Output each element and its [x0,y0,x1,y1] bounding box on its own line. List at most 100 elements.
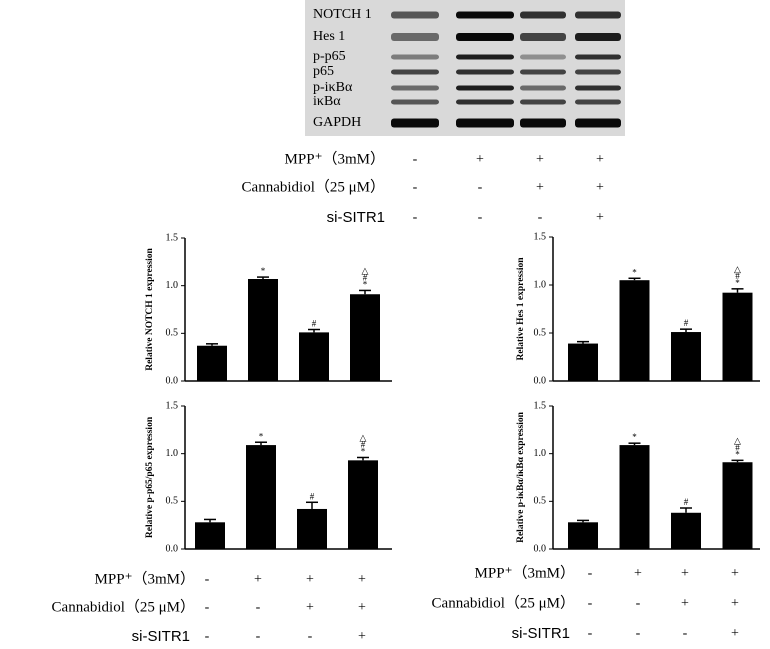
y-tick-label: 0.5 [534,327,547,338]
significance-marker: * [259,431,264,441]
y-tick-label: 0.5 [166,496,179,507]
bar [350,294,380,381]
treatment-label: si-SITR1 [327,209,385,226]
y-tick-label: 1.5 [534,400,547,411]
significance-marker: # [684,497,689,507]
y-axis-label: Relative Hes 1 expression [516,257,526,361]
treatment-sign: + [731,596,739,611]
treatment-sign: + [731,626,739,641]
treatment-sign: - [413,152,418,167]
blot-band [456,54,514,60]
y-axis-label: Relative p-p65/p65 expression [145,416,155,538]
treatment-label: si-SITR1 [132,628,190,645]
y-tick-label: 1.0 [166,448,179,459]
significance-marker: # [361,440,366,450]
bar [722,462,753,549]
blot-band [391,99,439,105]
bar [246,445,276,549]
significance-marker: # [363,272,368,282]
bar [195,522,225,549]
significance-marker: △ [360,433,367,443]
treatment-sign: - [256,600,261,615]
blot-band [520,11,566,19]
treatment-sign: + [254,572,262,587]
treatment-sign: + [731,566,739,581]
treatment-sign: + [634,566,642,581]
y-tick-label: 0.5 [166,328,179,339]
blot-band [520,69,566,75]
treatment-label: MPP⁺（3mM） [475,564,575,581]
treatment-label: Cannabidiol（25 μM） [52,598,195,615]
y-tick-label: 0.0 [534,375,547,386]
blot-label: Hes 1 [313,29,345,44]
significance-marker: * [632,267,637,277]
treatment-sign: - [683,626,688,641]
blot-band [391,118,439,128]
significance-marker: * [735,449,740,459]
significance-marker: # [735,442,740,452]
treatment-sign: - [538,210,543,225]
treatment-sign: - [588,596,593,611]
significance-marker: △ [734,435,741,445]
bar [619,280,650,381]
bar [568,343,598,381]
bar [619,445,650,549]
significance-marker: * [361,447,366,457]
blot-band [391,69,439,75]
blot-band [520,54,566,60]
blot-band [575,11,621,19]
treatment-sign: - [636,626,641,641]
y-tick-label: 1.5 [534,231,547,242]
significance-marker: # [684,318,689,328]
y-axis-label: Relative p-iκBα/iκBα expression [516,411,526,542]
treatment-label: MPP⁺（3mM） [95,570,195,587]
treatment-sign: + [681,596,689,611]
significance-marker: # [312,319,317,329]
blot-band [456,33,514,41]
bar [568,522,598,549]
blot-band [456,85,514,91]
blot-band [575,54,621,60]
treatment-sign: - [478,210,483,225]
blot-band [456,99,514,105]
treatment-sign: - [205,600,210,615]
treatment-sign: - [205,629,210,644]
treatment-sign: - [256,629,261,644]
blot-band [456,118,514,128]
blot-band [520,118,566,128]
treatment-sign: - [588,566,593,581]
blot-band [520,33,566,41]
blot-band [391,11,439,19]
blot-band [391,85,439,91]
bar [722,292,753,381]
significance-marker: # [310,491,315,501]
significance-marker: * [735,278,740,288]
bar [248,278,278,381]
blot-band [456,11,514,19]
blot-band [391,33,439,41]
y-tick-label: 0.0 [534,543,547,554]
treatment-sign: + [681,566,689,581]
blot-band [520,85,566,91]
treatment-sign: + [306,600,314,615]
significance-marker: △ [362,265,369,275]
y-tick-label: 1.5 [166,232,179,243]
treatment-sign: - [413,210,418,225]
blot-band [575,33,621,41]
treatment-sign: + [358,572,366,587]
y-tick-label: 1.0 [534,279,547,290]
blot-band [575,99,621,105]
blot-band [520,99,566,105]
treatment-sign: - [636,596,641,611]
bar [671,512,701,549]
significance-marker: △ [734,264,741,274]
treatment-label: Cannabidiol（25 μM） [432,594,575,611]
blot-band [575,85,621,91]
blot-label: iκBα [313,94,341,109]
y-tick-label: 0.0 [166,375,179,386]
bar [348,460,378,549]
treatment-sign: - [588,626,593,641]
y-axis-label: Relative NOTCH 1 expression [145,248,155,371]
treatment-sign: + [306,572,314,587]
